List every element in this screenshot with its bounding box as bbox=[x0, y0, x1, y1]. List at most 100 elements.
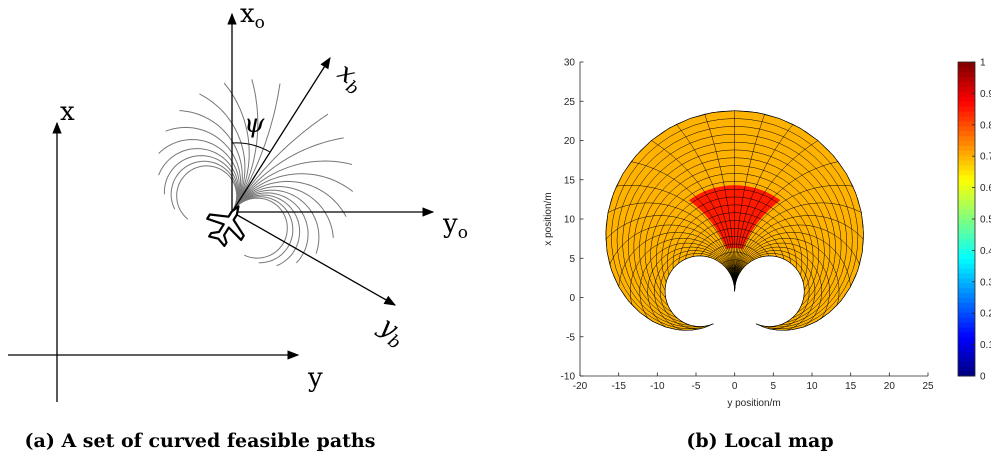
feasible-path bbox=[231, 197, 288, 259]
colorbar-tick-label: 1 bbox=[980, 58, 986, 69]
feasible-path bbox=[223, 82, 250, 213]
mesh-line bbox=[639, 242, 735, 319]
x-tick-label: 10 bbox=[806, 381, 818, 392]
mesh-line bbox=[734, 140, 819, 292]
colorbar-swatch bbox=[958, 371, 975, 377]
mesh-line bbox=[734, 246, 822, 328]
mesh-line bbox=[734, 215, 864, 292]
colorbar-swatch bbox=[958, 111, 975, 117]
mesh-line bbox=[685, 220, 785, 260]
colorbar-swatch bbox=[958, 317, 975, 323]
mesh-line bbox=[734, 250, 816, 331]
colorbar-swatch bbox=[958, 209, 975, 215]
mesh-line bbox=[631, 161, 735, 292]
colorbar-swatch bbox=[958, 62, 975, 68]
label-main: x bbox=[240, 0, 255, 29]
colorbar-swatch bbox=[958, 238, 975, 245]
colorbar-swatch bbox=[958, 169, 975, 176]
feasible-path bbox=[231, 186, 334, 238]
colorbar-swatch bbox=[958, 282, 975, 289]
mesh-line bbox=[700, 236, 770, 257]
colorbar-tick-label: 0 bbox=[980, 372, 986, 383]
x-tick-label: -10 bbox=[650, 381, 665, 392]
colorbar-swatch bbox=[958, 140, 975, 146]
colorbar-swatch bbox=[958, 86, 975, 92]
frame-xb-label: xb bbox=[330, 57, 370, 100]
y-axis-label: x position/m bbox=[543, 192, 554, 245]
colorbar-swatch bbox=[958, 71, 975, 78]
y-tick-label: 25 bbox=[564, 97, 576, 108]
feasible-paths bbox=[158, 79, 354, 267]
y-tick-label: 20 bbox=[564, 136, 576, 147]
feasible-path bbox=[231, 180, 347, 217]
angle-label: ψ bbox=[244, 109, 265, 139]
feasible-path bbox=[170, 160, 238, 213]
colorbar-swatch bbox=[958, 361, 975, 367]
colorbar-swatch bbox=[958, 223, 975, 230]
x-tick-label: 15 bbox=[845, 381, 857, 392]
mesh-line bbox=[651, 140, 735, 292]
colorbar-swatch bbox=[958, 331, 975, 338]
colorbar-tick-label: 0.8 bbox=[980, 120, 991, 131]
colorbar-swatch bbox=[958, 322, 975, 328]
colorbar-tick-label: 0.7 bbox=[980, 152, 991, 163]
label-sub: o bbox=[458, 223, 468, 243]
mesh-line bbox=[676, 124, 735, 292]
feasible-path bbox=[231, 83, 281, 213]
mesh-line bbox=[622, 133, 847, 326]
mesh-line bbox=[650, 173, 819, 299]
colorbar-swatch bbox=[958, 277, 975, 284]
mesh-line bbox=[639, 157, 831, 313]
colorbar-swatch bbox=[958, 258, 975, 264]
colorbar-tick-label: 0.9 bbox=[980, 89, 991, 100]
mesh-line bbox=[656, 181, 814, 291]
caption: (b) Local map bbox=[686, 430, 833, 452]
colorbar-tick-label: 0.3 bbox=[980, 277, 991, 288]
colorbar-swatch bbox=[958, 150, 975, 156]
frame-yb-axis bbox=[231, 211, 397, 306]
feasible-path bbox=[179, 110, 243, 213]
mesh-line bbox=[692, 228, 777, 257]
colorbar-swatch bbox=[958, 356, 975, 362]
y-tick-label: 10 bbox=[564, 215, 576, 226]
mesh-line bbox=[609, 224, 735, 292]
colorbar-swatch bbox=[958, 263, 975, 269]
colorbar-swatch bbox=[958, 120, 975, 127]
colorbar-swatch bbox=[958, 346, 975, 352]
mesh-line bbox=[647, 246, 735, 328]
colorbar-swatch bbox=[958, 253, 975, 259]
ground-y-label: y bbox=[307, 363, 323, 393]
mesh-line bbox=[616, 126, 853, 328]
colorbar-swatch bbox=[958, 243, 975, 249]
colorbar-tick-label: 0.1 bbox=[980, 340, 991, 351]
colorbar-swatch bbox=[958, 184, 975, 191]
mesh-line bbox=[707, 243, 762, 258]
colorbar-swatch bbox=[958, 76, 975, 83]
mesh-line bbox=[721, 259, 748, 264]
colorbar-swatch bbox=[958, 268, 975, 274]
y-tick-label: -10 bbox=[561, 372, 576, 383]
frame-xb-axis bbox=[231, 57, 331, 213]
feasible-path bbox=[199, 93, 246, 213]
mesh-line bbox=[644, 165, 825, 306]
colorbar-swatch bbox=[958, 81, 975, 88]
mesh-line bbox=[734, 124, 794, 292]
colorbar-swatch bbox=[958, 248, 975, 254]
colorbar-swatch bbox=[958, 189, 975, 195]
mesh-line bbox=[734, 224, 860, 292]
colorbar-swatch bbox=[958, 155, 975, 161]
colorbar-swatch bbox=[958, 160, 975, 166]
mesh-line bbox=[630, 237, 735, 306]
mesh-line bbox=[678, 212, 791, 264]
frame-yo-label: yo bbox=[442, 209, 468, 243]
x-tick-label: 5 bbox=[771, 381, 777, 392]
y-tick-label: 0 bbox=[569, 293, 575, 304]
y-tick-label: 15 bbox=[564, 175, 576, 186]
mesh-line bbox=[628, 141, 842, 323]
colorbar-swatch bbox=[958, 302, 975, 308]
colorbar-tick-label: 0.5 bbox=[980, 215, 991, 226]
mesh-line bbox=[734, 242, 830, 319]
frame-xo-label: xo bbox=[240, 0, 265, 33]
